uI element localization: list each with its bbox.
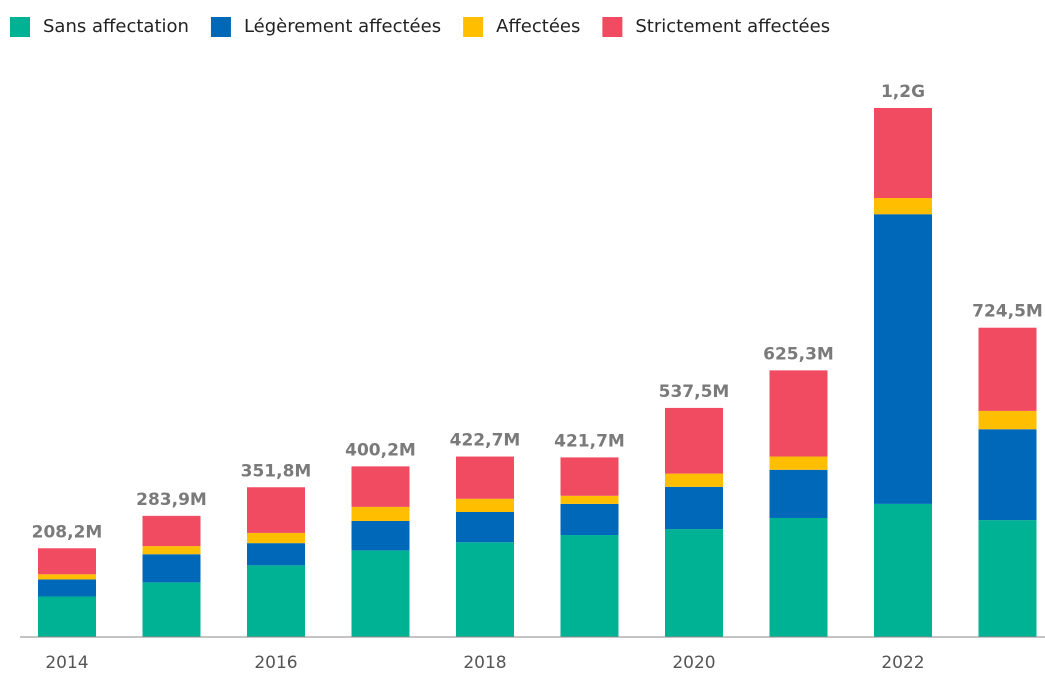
bar-segment — [38, 579, 96, 597]
bar-segment — [874, 503, 932, 637]
x-tick-label: 2022 — [881, 653, 924, 673]
legend-label: Sans affectation — [43, 16, 189, 37]
bar-segment — [351, 506, 410, 521]
bar-segment — [665, 486, 723, 530]
bar-segment — [142, 582, 201, 637]
bar-segment — [978, 520, 1037, 637]
bar-segment — [874, 198, 932, 215]
bar-segment — [456, 498, 514, 513]
bar-segment — [351, 520, 410, 551]
legend-label: Affectées — [496, 16, 580, 37]
x-tick-label: 2020 — [672, 653, 715, 673]
bar-segment — [142, 546, 201, 555]
bar-segment — [351, 550, 410, 637]
total-label: 421,7M — [554, 431, 625, 451]
total-label: 422,7M — [450, 431, 521, 451]
legend-swatch — [10, 17, 30, 37]
bar-segment — [769, 456, 828, 470]
bar-segment — [142, 554, 201, 583]
total-label: 1,2G — [881, 82, 925, 102]
legend-label: Strictement affectées — [635, 16, 830, 37]
legend-swatch — [602, 17, 623, 37]
bar-segment — [456, 512, 514, 543]
bar-segment — [560, 495, 619, 504]
bar-segment — [560, 503, 619, 536]
total-label: 537,5M — [659, 382, 730, 402]
bar-segment — [142, 515, 201, 547]
total-label: 625,3M — [763, 344, 834, 364]
bar-segment — [560, 457, 619, 496]
bar-segment — [769, 517, 828, 637]
bar-segment — [456, 542, 514, 637]
bar-segment — [769, 370, 828, 457]
bar-segment — [38, 574, 96, 580]
total-label: 208,2M — [32, 522, 103, 542]
legend-label: Légèrement affectées — [244, 16, 441, 37]
bar-segment — [560, 535, 619, 637]
total-label: 283,9M — [136, 490, 207, 510]
bar-segment — [247, 487, 305, 533]
bar-segment — [665, 473, 723, 487]
bar-segment — [38, 548, 96, 575]
x-tick-label: 2016 — [254, 653, 297, 673]
bar-segment — [456, 456, 514, 499]
bar-segment — [874, 108, 932, 199]
bar-segment — [351, 466, 410, 507]
bar-segment — [665, 529, 723, 637]
bar-segment — [978, 429, 1037, 521]
total-label: 724,5M — [972, 302, 1043, 322]
legend-swatch — [463, 17, 484, 37]
legend-swatch — [210, 17, 231, 37]
bar-segment — [769, 469, 828, 518]
bar-segment — [247, 543, 305, 566]
x-tick-label: 2018 — [463, 653, 506, 673]
total-label: 400,2M — [345, 440, 416, 460]
bar-segment — [247, 565, 305, 637]
x-tick-label: 2014 — [45, 653, 88, 673]
total-label: 351,8M — [241, 461, 312, 481]
bar-segment — [38, 596, 96, 637]
bar-segment — [247, 532, 305, 544]
bar-segment — [978, 410, 1037, 430]
bar-segment — [978, 327, 1037, 411]
bar-segment — [874, 214, 932, 504]
bar-segment — [665, 407, 723, 474]
